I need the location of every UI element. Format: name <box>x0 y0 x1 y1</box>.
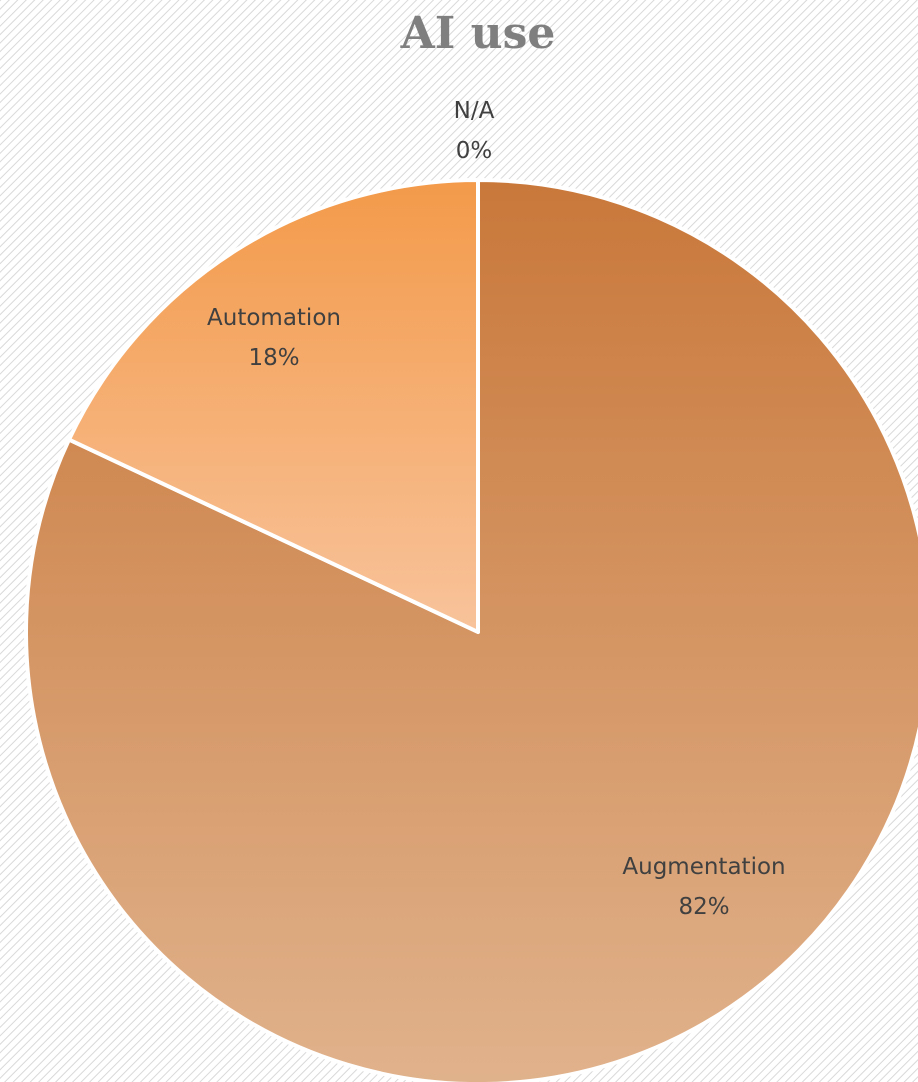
pie-slice-automation <box>67 178 480 634</box>
data-label-n-a-name: N/A <box>454 98 495 124</box>
data-label-automation-name: Automation <box>207 305 341 331</box>
data-label-n-a-percent: 0% <box>456 138 493 164</box>
data-label-augmentation-name: Augmentation <box>622 854 785 880</box>
data-label-augmentation-percent: 82% <box>678 894 729 920</box>
data-labels: N/A 0% Augmentation 82% Automation 18% <box>207 98 786 920</box>
chart-title: AI use <box>400 8 556 59</box>
pie-slices <box>24 178 918 1082</box>
data-label-automation-percent: 18% <box>248 345 299 371</box>
